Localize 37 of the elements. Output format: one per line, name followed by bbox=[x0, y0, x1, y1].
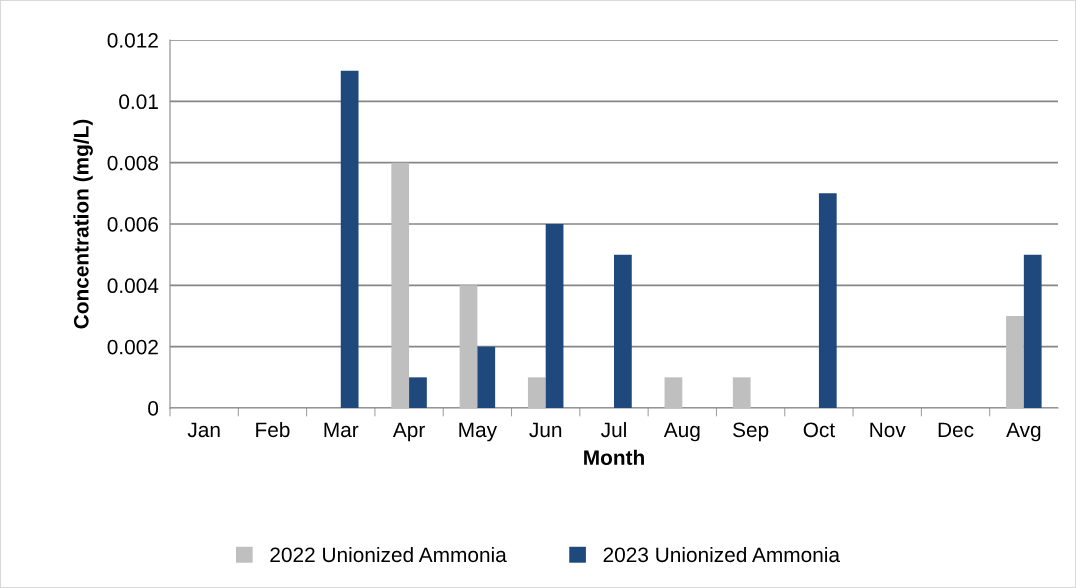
bar bbox=[545, 224, 564, 408]
bar bbox=[409, 377, 427, 408]
x-tick-label: Nov bbox=[870, 422, 906, 438]
x-tick-label: Jun bbox=[529, 422, 562, 438]
x-tick-label: May bbox=[459, 422, 498, 442]
bar bbox=[477, 346, 496, 408]
y-tick-label: 0.01 bbox=[119, 94, 158, 110]
bar bbox=[391, 162, 410, 408]
bar bbox=[340, 70, 359, 408]
x-tick-label: Feb bbox=[256, 421, 290, 438]
bar bbox=[818, 193, 837, 408]
bar bbox=[1023, 254, 1042, 408]
x-tick-label: Oct bbox=[803, 422, 835, 438]
y-tick-label: 0.004 bbox=[107, 278, 159, 294]
x-tick-label: Dec bbox=[938, 422, 974, 438]
x-tick-label: Apr bbox=[392, 422, 425, 442]
legend-label: 2023 Unionized Ammonia bbox=[603, 546, 840, 563]
y-tick-label: 0.006 bbox=[107, 217, 158, 232]
x-tick-label: Mar bbox=[324, 422, 359, 438]
bar bbox=[664, 377, 683, 408]
y-tick-label: 0.002 bbox=[107, 339, 158, 355]
x-axis-title: Month bbox=[584, 449, 644, 465]
bar bbox=[614, 254, 632, 408]
y-axis-title: Concentration (mg/L) bbox=[73, 119, 93, 329]
x-tick-label: Jan bbox=[187, 422, 220, 438]
y-tick-label: 0.012 bbox=[107, 33, 158, 48]
x-tick-label: Avg bbox=[1006, 422, 1041, 442]
y-tick-label: 0 bbox=[148, 401, 159, 416]
bar bbox=[527, 377, 546, 408]
x-tick-label: Aug bbox=[663, 422, 700, 442]
legend-label: 2022 Unionized Ammonia bbox=[270, 546, 507, 563]
x-tick-label: Jul bbox=[601, 421, 626, 438]
bar bbox=[732, 377, 751, 408]
x-tick-label: Sep bbox=[733, 422, 769, 442]
bar bbox=[459, 285, 478, 408]
bar bbox=[1006, 316, 1024, 408]
y-tick-label: 0.008 bbox=[107, 155, 158, 171]
